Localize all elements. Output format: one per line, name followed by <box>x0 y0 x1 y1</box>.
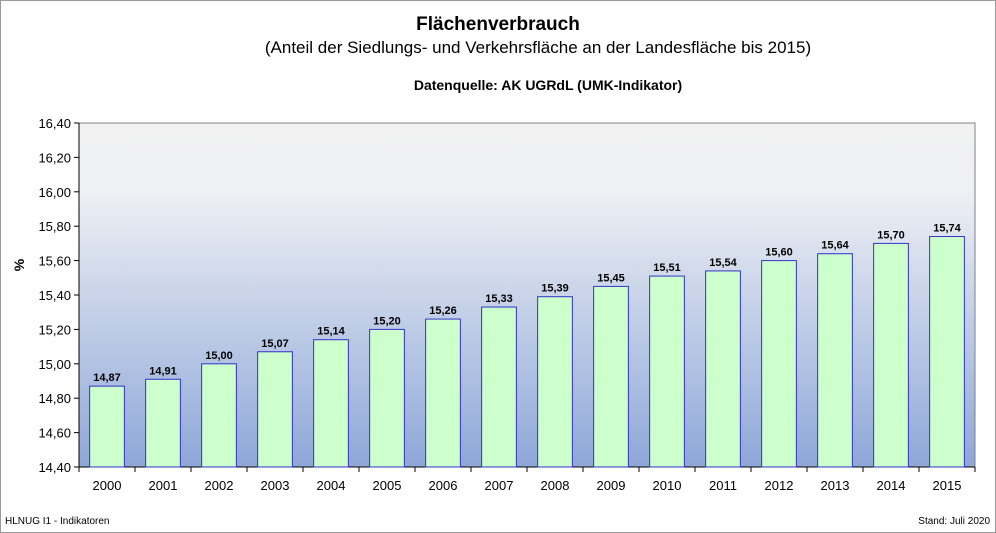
bar-2003 <box>257 351 293 468</box>
y-tick-label: 14,60 <box>38 426 71 441</box>
data-label-2014: 15,70 <box>877 229 905 241</box>
data-label-2013: 15,64 <box>821 240 849 252</box>
y-tick-label: 14,40 <box>38 460 71 475</box>
y-tick-label: 15,20 <box>38 322 71 337</box>
bar-2006 <box>425 318 461 468</box>
chart-source: Datenquelle: AK UGRdL (UMK-Indikator) <box>413 77 683 93</box>
x-tick-label-2004: 2004 <box>317 478 346 493</box>
x-tick-label-2010: 2010 <box>653 478 682 493</box>
data-labels: 14,87 14,91 15,00 15,07 15,14 15,20 15,26 15,33… <box>93 223 961 385</box>
bar-2007 <box>481 306 517 468</box>
x-tick-label-2015: 2015 <box>933 478 962 493</box>
y-tick-label: 15,60 <box>38 254 71 269</box>
chart-title: Flächenverbrauch <box>416 14 580 35</box>
x-tick-label-2001: 2001 <box>149 478 178 493</box>
data-label-2006: 15,26 <box>429 305 457 317</box>
y-tick-label: 16,40 <box>38 116 71 131</box>
x-tick-label-2007: 2007 <box>485 478 514 493</box>
data-label-2011: 15,54 <box>709 257 737 269</box>
data-label-2000: 14,87 <box>93 372 121 384</box>
x-tick-label-2000: 2000 <box>93 478 122 493</box>
x-axis: 2000 2001 2002 2003 2004 2005 2006 2007 2008 2009… <box>78 466 976 493</box>
x-tick-label-2006: 2006 <box>429 478 458 493</box>
x-tick-label-2009: 2009 <box>597 478 626 493</box>
y-axis: 14,40 14,60 14,80 15,00 15,20 15,40 15,60 15,80… <box>38 116 80 475</box>
data-label-2003: 15,07 <box>261 338 289 350</box>
footer-right: Stand: Juli 2020 <box>918 516 990 527</box>
chart-subtitle: (Anteil der Siedlungs- und Verkehrsfläch… <box>264 38 812 57</box>
y-tick-label: 16,20 <box>38 150 71 165</box>
data-label-2007: 15,33 <box>485 293 513 305</box>
x-tick-label-2013: 2013 <box>821 478 850 493</box>
x-tick-label-2014: 2014 <box>877 478 906 493</box>
data-label-2004: 15,14 <box>317 326 345 338</box>
x-tick-label-2003: 2003 <box>261 478 290 493</box>
y-axis-label: % <box>11 258 27 271</box>
bar-2011 <box>705 270 741 468</box>
data-label-2002: 15,00 <box>205 350 233 362</box>
bar-2002 <box>201 363 237 468</box>
bars <box>89 236 965 468</box>
data-label-2010: 15,51 <box>653 262 681 274</box>
bar-2004 <box>313 339 349 468</box>
data-label-2012: 15,60 <box>765 247 793 259</box>
bar-2008 <box>537 296 573 468</box>
x-tick-label-2002: 2002 <box>205 478 234 493</box>
bar-2010 <box>649 275 685 468</box>
x-tick-label-2011: 2011 <box>709 478 737 493</box>
footer-left: HLNUG I1 - Indikatoren <box>5 516 110 527</box>
y-tick-label: 15,80 <box>38 219 71 234</box>
bar-2001 <box>145 378 181 468</box>
bar-2009 <box>593 285 629 468</box>
bar-2014 <box>873 242 909 468</box>
y-tick-label: 15,00 <box>38 357 71 372</box>
data-label-2015: 15,74 <box>933 223 961 235</box>
bar-2000 <box>89 385 125 468</box>
bar-2005 <box>369 328 405 468</box>
x-tick-label-2008: 2008 <box>541 478 570 493</box>
bar-2013 <box>817 253 853 468</box>
x-tick-label-2005: 2005 <box>373 478 402 493</box>
bar-2012 <box>761 260 797 468</box>
y-tick-label: 16,00 <box>38 185 71 200</box>
bar-2015 <box>929 236 965 468</box>
data-label-2005: 15,20 <box>373 315 401 327</box>
y-tick-label: 15,40 <box>38 288 71 303</box>
y-tick-label: 14,80 <box>38 391 71 406</box>
x-tick-label-2012: 2012 <box>765 478 794 493</box>
data-label-2008: 15,39 <box>541 283 569 295</box>
data-label-2001: 14,91 <box>149 365 177 377</box>
data-label-2009: 15,45 <box>597 272 625 284</box>
